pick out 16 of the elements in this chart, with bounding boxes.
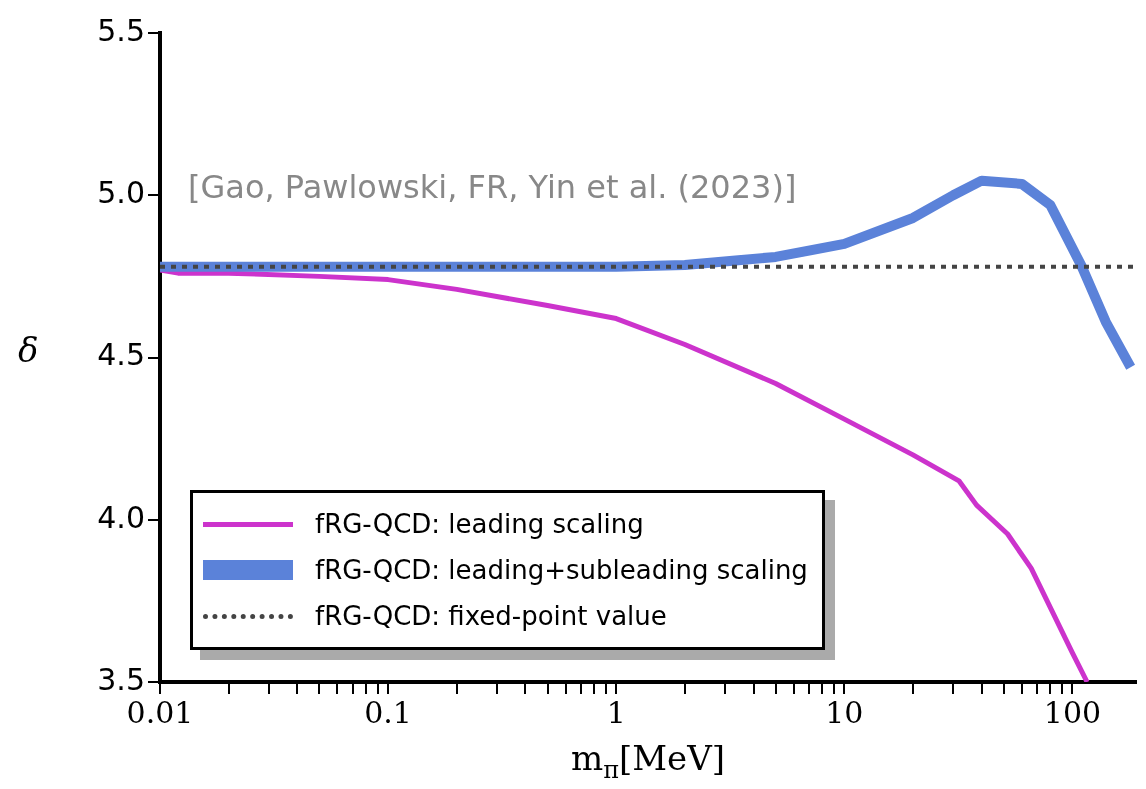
legend-label: fRG-QCD: leading+subleading scaling [315, 555, 808, 585]
annotation: [Gao, Pawlowski, FR, Yin et al. (2023)] [188, 168, 797, 206]
y-tick-label: 5.5 [97, 12, 145, 48]
x-tick-label: 10 [825, 694, 864, 730]
y-tick-label: 5.0 [97, 175, 145, 211]
x-axis-title: m$_{π}$[MeV] [569, 738, 727, 784]
x-tick-label: 0.01 [126, 694, 194, 730]
x-tick-label: 100 [1043, 694, 1102, 730]
y-tick-label: 4.0 [97, 499, 145, 535]
x-tick-label: 1 [606, 694, 626, 730]
y-tick-label: 4.5 [97, 337, 145, 373]
y-axis-title: δ [18, 330, 39, 370]
legend-label: fRG-QCD: fixed-point value [315, 601, 667, 631]
x-tick-label: 0.1 [364, 694, 412, 730]
y-tick-label: 3.5 [97, 661, 145, 697]
legend-label: fRG-QCD: leading scaling [315, 509, 644, 539]
